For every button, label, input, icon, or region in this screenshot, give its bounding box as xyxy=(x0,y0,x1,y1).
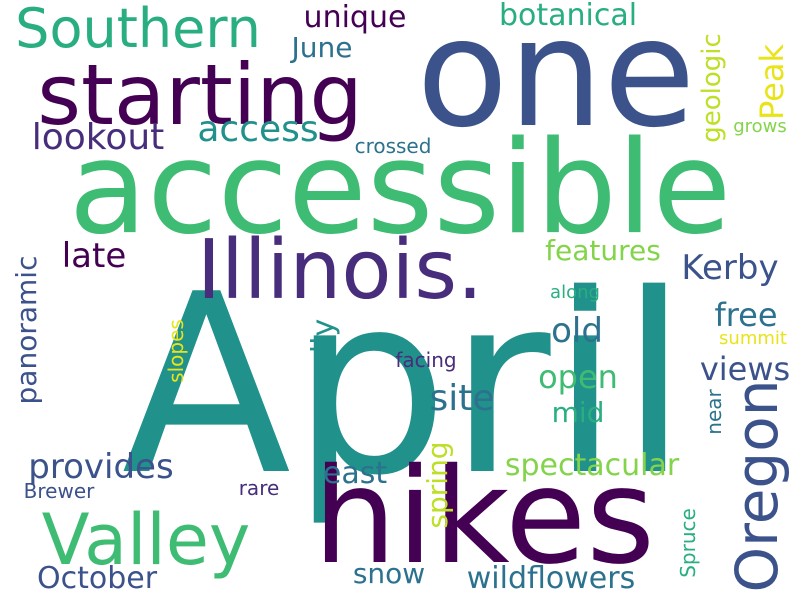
word-hikes: hikes xyxy=(312,440,656,594)
word-crossed: crossed xyxy=(354,134,432,158)
word-oregon: Oregon xyxy=(723,379,791,593)
word-features: features xyxy=(545,234,661,267)
word-brewer: Brewer xyxy=(23,479,95,503)
word-snow: snow xyxy=(352,557,426,590)
word-mid: mid xyxy=(551,396,605,429)
word-june: June xyxy=(291,31,353,64)
word-old: old xyxy=(551,311,603,351)
word-late: late xyxy=(61,236,127,276)
word-one: one xyxy=(416,0,696,161)
word-slopes: slopes xyxy=(164,319,188,383)
word-spectacular: spectacular xyxy=(504,448,680,483)
word-october: October xyxy=(36,561,158,596)
word-along: along xyxy=(550,282,600,303)
word-panoramic: panoramic xyxy=(10,255,43,405)
word-lookout: lookout xyxy=(31,117,165,158)
word-botanical: botanical xyxy=(498,0,638,33)
word-peak: Peak xyxy=(753,44,791,120)
word-april: April xyxy=(121,242,689,530)
word-geologic: geologic xyxy=(697,33,727,143)
word-wildflowers: wildflowers xyxy=(466,561,636,596)
word-illinois: Illinois. xyxy=(196,223,484,318)
word-spring: spring xyxy=(421,441,454,529)
word-usually: usually xyxy=(306,318,341,426)
word-views: views xyxy=(699,350,791,388)
word-site: site xyxy=(429,378,495,419)
word-open: open xyxy=(538,358,618,396)
word-near: near xyxy=(702,389,726,435)
word-facing: facing xyxy=(395,348,457,372)
word-unique: unique xyxy=(303,0,407,35)
word-access: access xyxy=(197,109,319,150)
word-spruce: Spruce xyxy=(676,508,700,578)
word-summit: summit xyxy=(719,328,787,349)
word-accessible: accessible xyxy=(68,114,732,263)
word-kerby: Kerby xyxy=(681,248,779,288)
word-grows: grows xyxy=(733,116,787,137)
word-provides: provides xyxy=(28,447,174,487)
word-southern: Southern xyxy=(15,0,261,60)
word-starting: starting xyxy=(37,46,363,144)
word-free: free xyxy=(714,296,778,334)
word-east: east xyxy=(322,456,388,491)
word-valley: Valley xyxy=(41,499,251,581)
word-rare: rare xyxy=(238,476,280,500)
